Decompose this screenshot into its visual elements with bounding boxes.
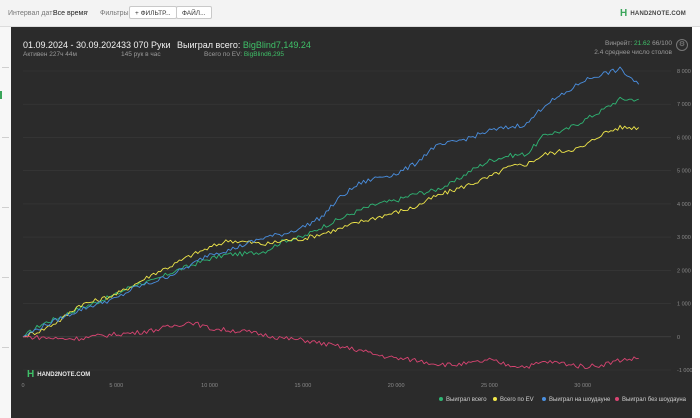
sidebar-divider [2,67,9,68]
avg-tables: 2.4 среднее число столов [594,49,672,56]
series-line-0 [22,96,639,338]
series-line-1 [22,124,640,338]
ev-total: Всего по EV: BigBlind6,295 [204,51,284,58]
watermark: H HAND2NOTE.COM [27,369,90,380]
profit-chart: -1 000 0 1 000 2 000 3 000 4 000 5 000 6 000 7 0… [21,66,692,389]
won-label: Выиграл всего: [177,40,241,50]
y-tick-label: 3 000 [677,235,691,241]
y-tick-label: 5 000 [677,169,691,175]
chevron-down-icon[interactable]: ▾ [85,10,89,16]
ev-value: BigBlind6,295 [243,51,284,58]
hands-count: 33 070 Руки [121,40,171,50]
sidebar-divider [2,207,9,208]
legend-marker [439,397,443,402]
winrate-label: Винрейт: [605,40,633,47]
legend-won[interactable]: Выиграл всего [439,397,487,403]
legend-showdown[interactable]: Выиграл на шоудауне [542,397,610,403]
y-tick-label: 4 000 [677,202,691,208]
y-tick-label: 1 000 [677,302,691,308]
sidebar-divider [2,347,9,348]
x-tick-label: 30 000 [574,383,591,389]
date-range-text: 01.09.2024 - 30.09.2024 [23,40,122,50]
series-line-3 [22,321,639,370]
y-tick-label: 2 000 [677,268,691,274]
top-toolbar: Интервал дат: Все время ▾ Фильтры: + ФИЛ… [0,0,700,27]
hand2note-logo-icon: H [27,369,35,380]
x-tick-label: 0 [21,383,24,389]
active-time: Активен 227ч 44м [23,51,77,58]
legend-nonshowdown[interactable]: Выиграл без шоудауна [615,397,686,403]
logo-text: HAND2NOTE.COM [630,11,686,18]
date-range-label: Интервал дат: [8,10,55,17]
watermark-text: HAND2NOTE.COM [37,372,91,379]
series-line-2 [22,66,640,338]
x-tick-label: 15 000 [294,383,311,389]
legend-marker [615,397,619,402]
add-filter-button[interactable]: + ФИЛЬТР... [129,6,177,19]
left-sidebar [0,27,11,418]
y-tick-label: -1 000 [677,368,692,374]
date-range-select[interactable]: Все время [53,10,88,17]
ev-label: Всего по EV: [204,51,243,58]
x-tick-label: 25 000 [481,383,498,389]
winrate-value: 21.62 [634,40,651,47]
winrate: Винрейт: 21.62 66/100 [605,40,672,47]
legend-label: Выиграл всего [446,397,487,403]
sidebar-active-indicator [0,91,2,99]
hands-per-hour: 145 рук в час [121,51,161,58]
settings-gear-icon[interactable]: ⚙ [676,39,688,51]
legend-label: Выиграл на шоудауне [549,397,611,403]
filters-label: Фильтры: [100,10,131,17]
y-tick-label: 6 000 [677,135,691,141]
legend-marker [493,397,497,402]
won-value: BigBlind7,149.24 [242,40,311,50]
x-tick-label: 5 000 [109,383,123,389]
legend-marker [542,397,546,402]
sidebar-divider [2,137,9,138]
won-total: Выиграл всего: BigBlind7,149.24 [177,40,311,50]
winrate-hands: 66/100 [652,40,672,47]
x-tick-label: 10 000 [201,383,218,389]
legend-ev[interactable]: Всего по EV [493,397,534,403]
file-button[interactable]: ФАЙЛ... [176,6,212,19]
graph-panel: -1 000 0 1 000 2 000 3 000 4 000 5 000 6 000 7 0… [11,27,692,418]
y-tick-label: 8 000 [677,69,691,75]
app-logo: H HAND2NOTE.COM [620,8,686,19]
y-tick-label: 7 000 [677,102,691,108]
legend-label: Выиграл без шоудауна [622,397,686,403]
y-tick-label: 0 [677,335,680,341]
sidebar-divider [2,277,9,278]
legend-label: Всего по EV [500,397,534,403]
hand2note-logo-icon: H [619,8,628,19]
x-tick-label: 20 000 [388,383,405,389]
